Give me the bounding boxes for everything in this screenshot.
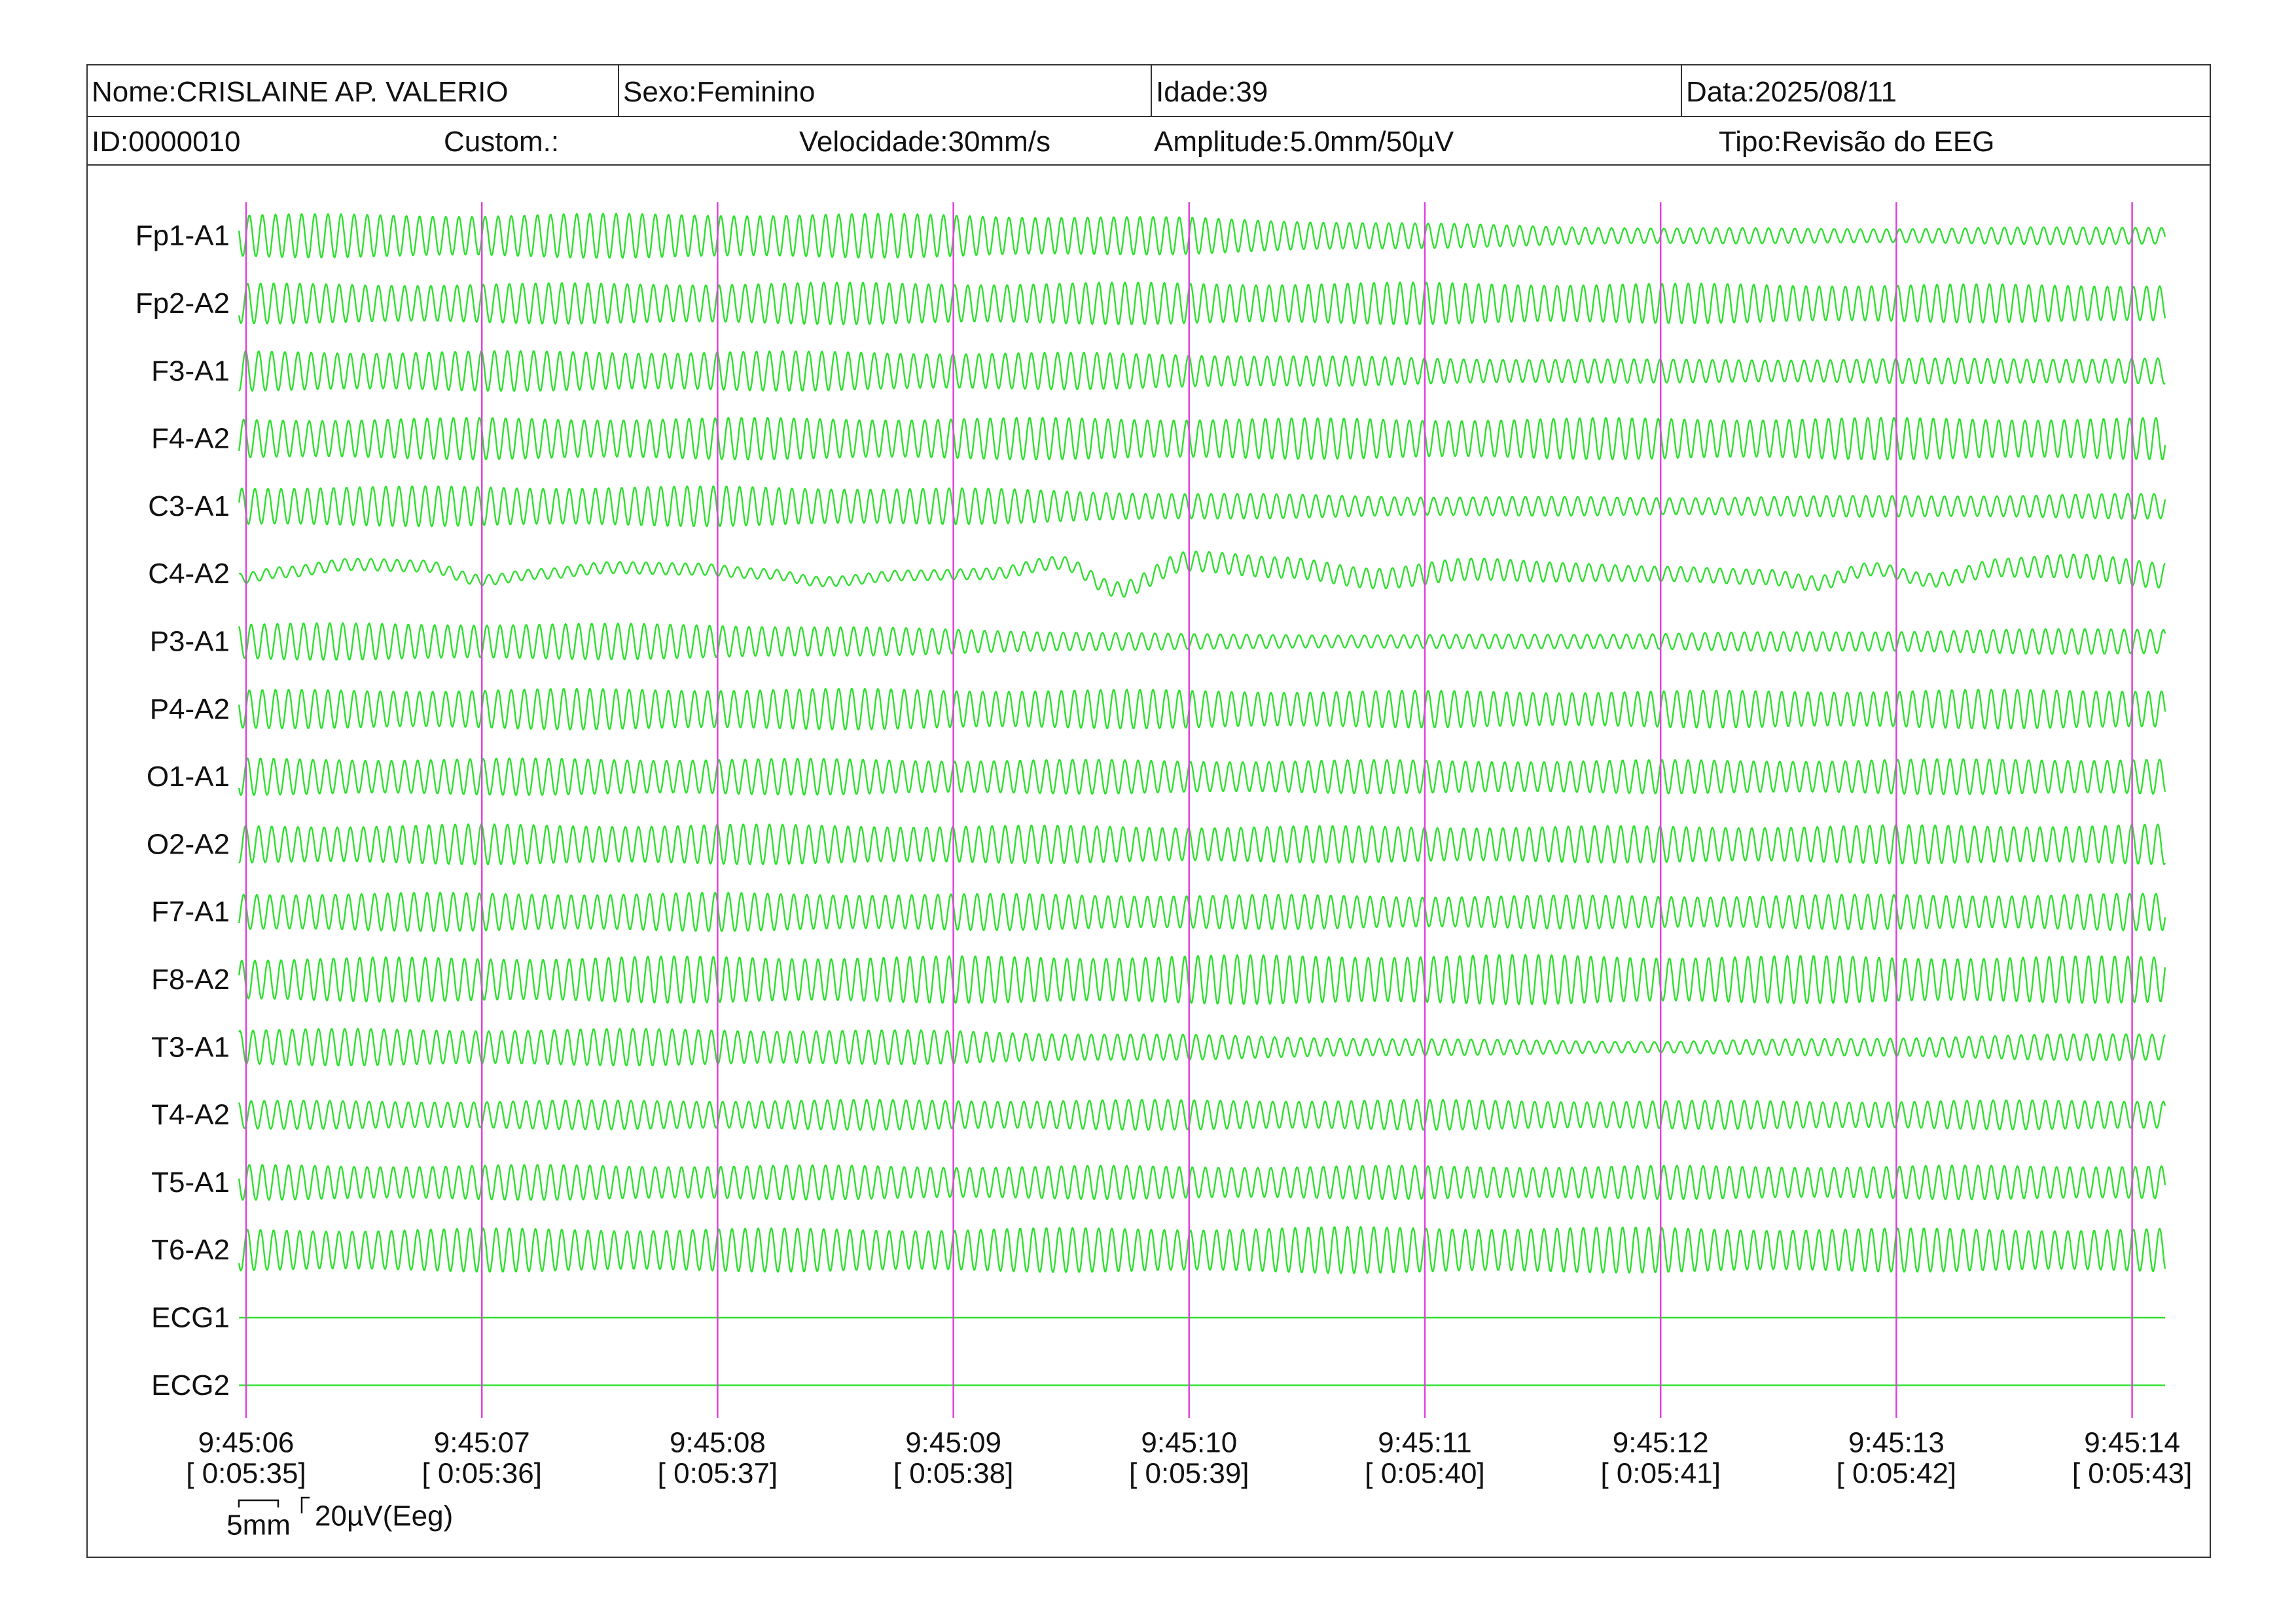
tick-label-elapsed: [ 0:05:35] bbox=[186, 1458, 306, 1490]
channel-label-fp1-a1: Fp1-A1 bbox=[135, 220, 230, 252]
trace-t6-a2 bbox=[238, 1226, 2166, 1274]
time-calibration-bar bbox=[238, 1499, 279, 1507]
exam-date: Data:2025/08/11 bbox=[1681, 65, 2210, 116]
trace-f3-a1 bbox=[238, 350, 2166, 392]
trace-fp2-a2 bbox=[238, 281, 2166, 325]
channel-traces bbox=[238, 213, 2166, 1386]
trace-p3-a1 bbox=[238, 622, 2166, 661]
recording-info-row: ID:0000010 Custom.: Velocidade:30mm/s Am… bbox=[86, 116, 2211, 166]
channel-label-t4-a2: T4-A2 bbox=[151, 1099, 230, 1131]
tick-label-elapsed: [ 0:05:42] bbox=[1837, 1458, 1956, 1490]
channel-label-p3-a1: P3-A1 bbox=[150, 626, 230, 658]
tick-label-elapsed: [ 0:05:36] bbox=[422, 1458, 541, 1490]
trace-f7-a1 bbox=[238, 892, 2166, 932]
custom-field: Custom.: bbox=[444, 126, 560, 158]
trace-fp1-a1 bbox=[238, 213, 2166, 259]
trace-o1-a1 bbox=[238, 757, 2166, 796]
channel-label-fp2-a2: Fp2-A2 bbox=[135, 287, 230, 319]
channel-labels: Fp1-A1 Fp2-A2 F3-A1 F4-A2 C3-A1 C4-A2 P3-A1 P4-… bbox=[135, 220, 230, 1401]
trace-t4-a2 bbox=[238, 1098, 2166, 1131]
channel-label-ecg2: ECG2 bbox=[151, 1369, 230, 1401]
trace-o2-a2 bbox=[238, 823, 2166, 865]
channel-label-f4-a2: F4-A2 bbox=[151, 423, 230, 455]
tick-label-time: 9:45:09 bbox=[905, 1427, 1001, 1459]
tick-label-elapsed: [ 0:05:40] bbox=[1365, 1458, 1484, 1490]
channel-label-c4-a2: C4-A2 bbox=[148, 558, 230, 590]
tick-label-elapsed: [ 0:05:41] bbox=[1600, 1458, 1720, 1490]
channel-label-f3-a1: F3-A1 bbox=[151, 355, 230, 387]
second-markers bbox=[245, 202, 2133, 1418]
tick-label-time: 9:45:12 bbox=[1613, 1427, 1709, 1459]
trace-c4-a2 bbox=[238, 550, 2166, 598]
channel-label-f7-a1: F7-A1 bbox=[151, 896, 230, 928]
trace-p4-a2 bbox=[238, 687, 2166, 731]
trace-t5-a1 bbox=[238, 1164, 2166, 1201]
trace-t3-a1 bbox=[238, 1028, 2166, 1067]
tick-label-time: 9:45:14 bbox=[2084, 1427, 2180, 1459]
tick-label-time: 9:45:06 bbox=[198, 1427, 295, 1459]
tick-label-time: 9:45:10 bbox=[1141, 1427, 1237, 1459]
tick-label-elapsed: [ 0:05:43] bbox=[2072, 1458, 2192, 1490]
patient-id: ID:0000010 bbox=[92, 126, 241, 158]
channel-label-o1-a1: O1-A1 bbox=[147, 761, 230, 793]
channel-label-p4-a2: P4-A2 bbox=[150, 693, 230, 725]
time-axis: 9:45:06[ 0:05:35] 9:45:07[ 0:05:36] 9:45:0… bbox=[186, 1427, 2192, 1490]
channel-label-ecg1: ECG1 bbox=[151, 1302, 230, 1334]
tick-label-elapsed: [ 0:05:39] bbox=[1129, 1458, 1249, 1490]
channel-label-f8-a2: F8-A2 bbox=[151, 964, 230, 996]
report-type: Tipo:Revisão do EEG bbox=[1719, 126, 1995, 158]
patient-sex: Sexo:Feminino bbox=[618, 65, 1151, 116]
calibration-marker: 5mm 20µV(Eeg) bbox=[226, 1496, 453, 1542]
tick-label-elapsed: [ 0:05:38] bbox=[893, 1458, 1013, 1490]
trace-c3-a1 bbox=[238, 485, 2166, 528]
channel-label-t6-a2: T6-A2 bbox=[151, 1234, 230, 1266]
amplitude-calibration-label: 20µV(Eeg) bbox=[315, 1500, 453, 1532]
trace-f8-a2 bbox=[238, 954, 2166, 1005]
paper-speed: Velocidade:30mm/s bbox=[799, 126, 1050, 158]
patient-name: Nome:CRISLAINE AP. VALERIO bbox=[92, 76, 509, 108]
tick-label-time: 9:45:07 bbox=[434, 1427, 530, 1459]
tick-label-time: 9:45:11 bbox=[1378, 1427, 1472, 1459]
channel-label-c3-a1: C3-A1 bbox=[148, 490, 230, 522]
amplitude-calibration-bar bbox=[300, 1496, 310, 1513]
tick-label-time: 9:45:08 bbox=[670, 1427, 766, 1459]
time-calibration-label: 5mm bbox=[226, 1509, 291, 1542]
channel-label-t5-a1: T5-A1 bbox=[151, 1166, 230, 1199]
tick-label-elapsed: [ 0:05:37] bbox=[658, 1458, 778, 1490]
channel-label-o2-a2: O2-A2 bbox=[147, 828, 230, 860]
trace-f4-a2 bbox=[238, 416, 2166, 461]
patient-info-row: Nome:CRISLAINE AP. VALERIO Sexo:Feminino… bbox=[86, 64, 2211, 117]
channel-label-t3-a1: T3-A1 bbox=[151, 1031, 230, 1063]
patient-age: Idade:39 bbox=[1151, 65, 1681, 116]
amplitude-setting: Amplitude:5.0mm/50µV bbox=[1154, 126, 1454, 158]
tick-label-time: 9:45:13 bbox=[1848, 1427, 1945, 1459]
